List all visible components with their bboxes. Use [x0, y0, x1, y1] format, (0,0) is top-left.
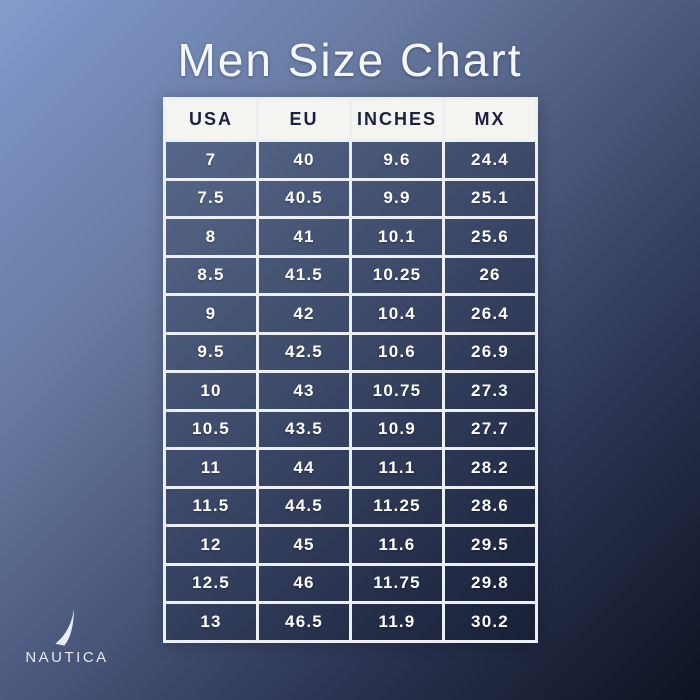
table-row: 8.5 41.5 10.25 26	[163, 254, 538, 296]
column-header-inches: INCHES	[349, 97, 445, 142]
table-cell: 26.9	[442, 331, 538, 373]
table-cell: 43.5	[256, 408, 352, 450]
table-cell: 46	[256, 562, 352, 604]
table-body: 7 40 9.6 24.4 7.5 40.5 9.9 25.1 8 41 10.1 25.6 8.5 41…	[163, 139, 538, 643]
table-cell: 10.5	[163, 408, 259, 450]
table-cell: 27.3	[442, 370, 538, 412]
table-cell: 44.5	[256, 485, 352, 527]
table-cell: 43	[256, 370, 352, 412]
page-title: Men Size Chart	[177, 34, 523, 86]
size-chart-table: USA EU INCHES MX 7 40 9.6 24.4 7.5 40.5 9.9 25.…	[163, 97, 538, 643]
table-cell: 41.5	[256, 254, 352, 296]
table-cell: 10.1	[349, 216, 445, 258]
table-cell: 29.8	[442, 562, 538, 604]
table-cell: 10.9	[349, 408, 445, 450]
table-cell: 41	[256, 216, 352, 258]
column-header-usa: USA	[163, 97, 259, 142]
table-cell: 11.5	[163, 485, 259, 527]
column-header-mx: MX	[442, 97, 538, 142]
table-cell: 28.2	[442, 447, 538, 489]
table-cell: 11	[163, 447, 259, 489]
table-cell: 7	[163, 139, 259, 181]
table-cell: 10.75	[349, 370, 445, 412]
table-cell: 9.5	[163, 331, 259, 373]
table-header-row: USA EU INCHES MX	[163, 97, 538, 142]
table-cell: 8.5	[163, 254, 259, 296]
table-cell: 7.5	[163, 177, 259, 219]
table-cell: 11.1	[349, 447, 445, 489]
table-cell: 11.6	[349, 524, 445, 566]
table-cell: 27.7	[442, 408, 538, 450]
table-cell: 9.6	[349, 139, 445, 181]
table-cell: 42.5	[256, 331, 352, 373]
table-cell: 25.1	[442, 177, 538, 219]
column-header-eu: EU	[256, 97, 352, 142]
table-cell: 8	[163, 216, 259, 258]
table-cell: 12.5	[163, 562, 259, 604]
table-row: 10.5 43.5 10.9 27.7	[163, 408, 538, 450]
table-cell: 11.9	[349, 601, 445, 643]
table-cell: 46.5	[256, 601, 352, 643]
table-cell: 45	[256, 524, 352, 566]
table-row: 11.5 44.5 11.25 28.6	[163, 485, 538, 527]
table-cell: 12	[163, 524, 259, 566]
table-cell: 11.25	[349, 485, 445, 527]
table-row: 9 42 10.4 26.4	[163, 293, 538, 335]
table-row: 9.5 42.5 10.6 26.9	[163, 331, 538, 373]
table-cell: 26.4	[442, 293, 538, 335]
table-cell: 10.4	[349, 293, 445, 335]
table-cell: 40.5	[256, 177, 352, 219]
table-cell: 28.6	[442, 485, 538, 527]
table-cell: 11.75	[349, 562, 445, 604]
table-cell: 30.2	[442, 601, 538, 643]
table-cell: 10.25	[349, 254, 445, 296]
table-row: 7.5 40.5 9.9 25.1	[163, 177, 538, 219]
table-row: 7 40 9.6 24.4	[163, 139, 538, 181]
table-cell: 42	[256, 293, 352, 335]
table-cell: 13	[163, 601, 259, 643]
table-row: 12.5 46 11.75 29.8	[163, 562, 538, 604]
table-cell: 40	[256, 139, 352, 181]
table-cell: 25.6	[442, 216, 538, 258]
table-row: 10 43 10.75 27.3	[163, 370, 538, 412]
table-cell: 26	[442, 254, 538, 296]
table-row: 13 46.5 11.9 30.2	[163, 601, 538, 643]
table-cell: 9	[163, 293, 259, 335]
table-row: 8 41 10.1 25.6	[163, 216, 538, 258]
table-cell: 10	[163, 370, 259, 412]
table-cell: 24.4	[442, 139, 538, 181]
brand-name: NAUTICA	[25, 649, 109, 666]
table-row: 12 45 11.6 29.5	[163, 524, 538, 566]
brand-logo: NAUTICA	[22, 608, 112, 666]
table-cell: 44	[256, 447, 352, 489]
table-cell: 9.9	[349, 177, 445, 219]
table-row: 11 44 11.1 28.2	[163, 447, 538, 489]
sail-icon	[22, 608, 112, 646]
table-cell: 10.6	[349, 331, 445, 373]
table-cell: 29.5	[442, 524, 538, 566]
